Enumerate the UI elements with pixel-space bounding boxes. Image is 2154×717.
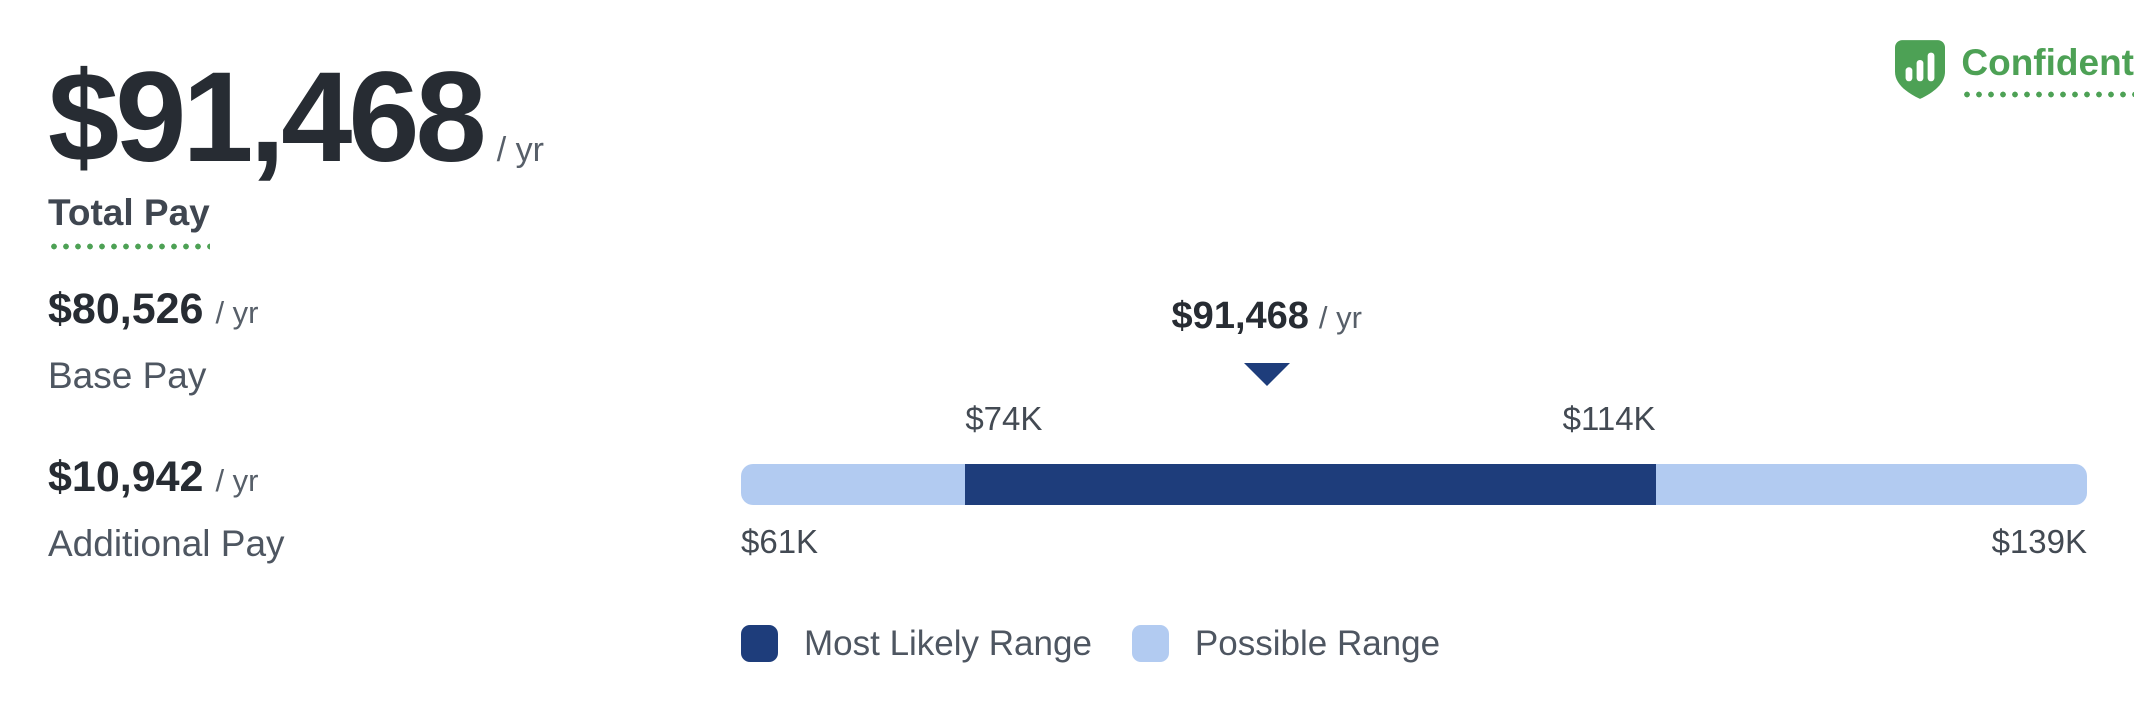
chart-estimate-period: / yr (1318, 300, 1362, 335)
base-pay-label: Base Pay (48, 355, 207, 396)
estimate-pointer-icon (1243, 363, 1290, 386)
most-likely-min-label: $74K (965, 400, 1043, 437)
total-pay-amount-row: $91,468 / yr (48, 54, 544, 182)
most-likely-legend-label: Most Likely Range (804, 624, 1092, 663)
total-pay-amount: $91,468 (48, 46, 487, 189)
base-pay-item: $80,526 / yr Base Pay (48, 288, 285, 396)
additional-pay-label: Additional Pay (48, 523, 285, 564)
additional-pay-amount-row: $10,942 / yr (48, 456, 285, 499)
possible-swatch-icon (1131, 625, 1169, 662)
total-pay-period: / yr (496, 131, 544, 169)
base-pay-amount-row: $80,526 / yr (48, 288, 285, 331)
most-likely-max-label: $114K (1562, 400, 1656, 437)
additional-pay-period: / yr (215, 463, 259, 498)
possible-range-bar (741, 464, 2087, 505)
confidence-badge[interactable]: Confident (1895, 40, 2134, 99)
most-likely-range-bar (965, 464, 1656, 505)
possible-legend-label: Possible Range (1194, 624, 1441, 663)
legend-item-possible: Possible Range (1131, 624, 1441, 663)
chart-estimate-label: $91,468 / yr (1172, 297, 1362, 336)
most-likely-swatch-icon (741, 625, 778, 662)
legend-item-most-likely: Most Likely Range (741, 625, 1092, 662)
total-pay-label[interactable]: Total Pay (48, 192, 210, 250)
chart-estimate-amount: $91,468 (1171, 295, 1309, 337)
total-pay-summary: $91,468 / yr Total Pay (48, 54, 544, 250)
possible-min-label: $61K (741, 523, 819, 560)
confidence-shield-icon (1895, 40, 1946, 99)
additional-pay-item: $10,942 / yr Additional Pay (48, 456, 285, 564)
possible-max-label: $139K (1991, 523, 2087, 560)
confidence-label: Confident (1961, 41, 2134, 98)
base-pay-amount: $80,526 (48, 285, 204, 333)
base-pay-period: / yr (215, 295, 259, 330)
chart-legend: Most Likely Range Possible Range (741, 625, 1440, 662)
additional-pay-amount: $10,942 (48, 453, 204, 501)
salary-range-chart: $91,468 / yr $74K $114K $61K $139K Most … (741, 295, 2087, 675)
pay-breakdown: $80,526 / yr Base Pay $10,942 / yr Addit… (48, 288, 285, 564)
